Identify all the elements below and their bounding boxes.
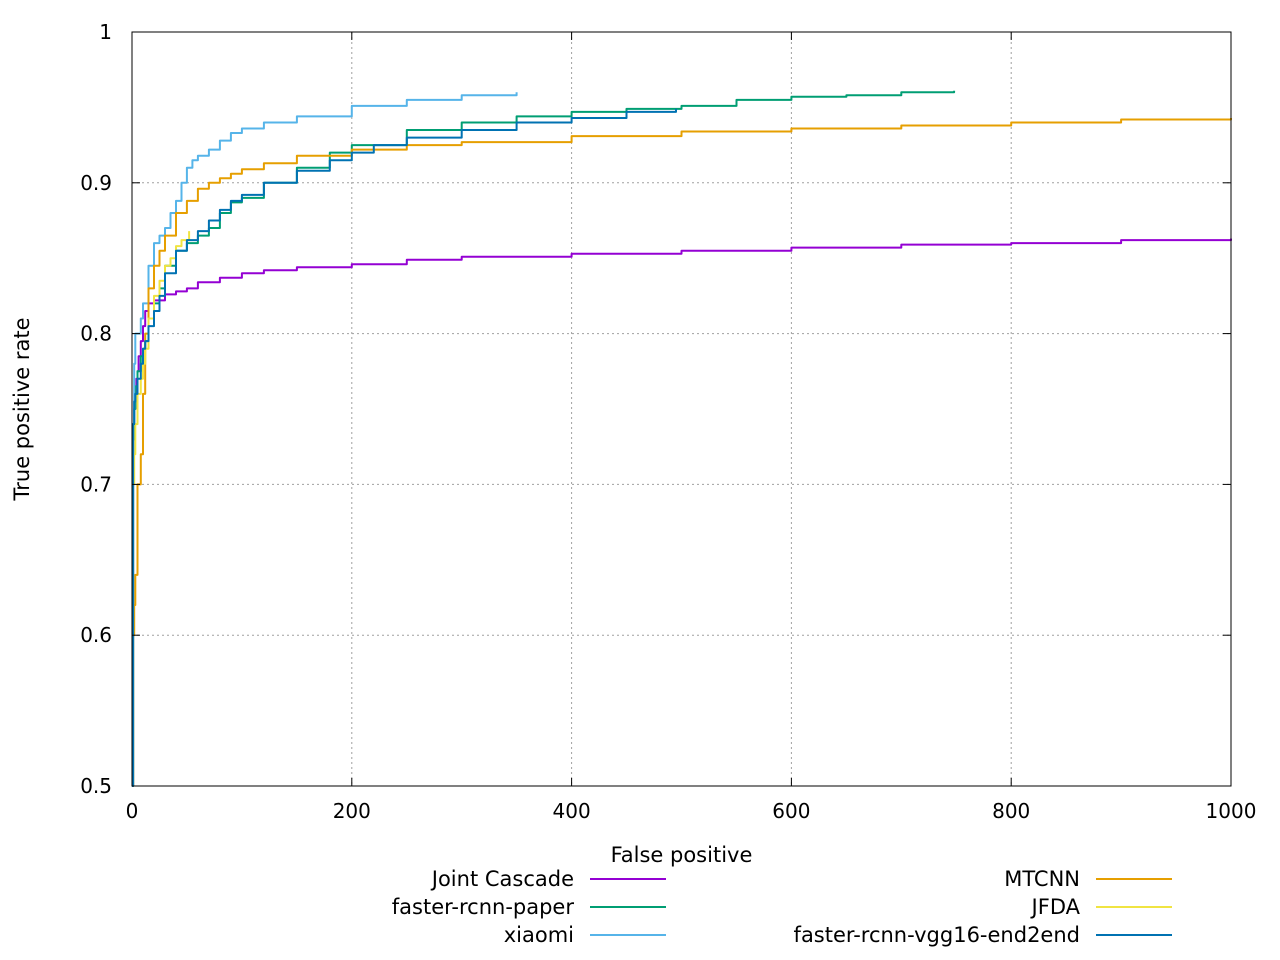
series-line-faster-rcnn-vgg16-end2end (132, 108, 677, 787)
legend: Joint Cascade faster-rcnn-paper xiaomi MTCN… (392, 867, 1172, 947)
x-tick-label: 400 (553, 799, 591, 823)
grid (132, 32, 1231, 786)
y-tick-label: 0.9 (80, 171, 112, 195)
axis-ticks: 0 200 400 600 800 1000 0.5 0.6 0.7 0.8 0.9 1 (80, 20, 1256, 823)
legend-label-xiaomi: xiaomi (504, 923, 574, 947)
legend-label-jfda: JFDA (1030, 895, 1081, 919)
y-tick-label: 0.7 (80, 472, 112, 496)
x-tick-label: 600 (772, 799, 810, 823)
x-tick-label: 1000 (1206, 799, 1257, 823)
y-tick-label: 0.8 (80, 322, 112, 346)
y-tick-label: 1 (99, 20, 112, 44)
legend-label-mtcnn: MTCNN (1004, 867, 1080, 891)
x-tick-label: 800 (992, 799, 1030, 823)
legend-label-joint-cascade: Joint Cascade (430, 867, 574, 891)
x-axis-label: False positive (611, 843, 753, 867)
legend-label-faster-rcnn-paper: faster-rcnn-paper (392, 895, 575, 919)
series-line-mtcnn (132, 118, 1232, 787)
series-lines (132, 90, 1232, 787)
series-line-jfda (132, 231, 191, 787)
legend-label-faster-rcnn-vgg16-end2end: faster-rcnn-vgg16-end2end (794, 923, 1080, 947)
series-line-xiaomi (132, 92, 518, 787)
x-tick-label: 200 (333, 799, 371, 823)
y-tick-label: 0.5 (80, 774, 112, 798)
x-tick-label: 0 (126, 799, 139, 823)
y-tick-label: 0.6 (80, 623, 112, 647)
y-axis-label: True positive rate (10, 318, 34, 502)
plot-area-border (131, 31, 1232, 787)
series-line-joint-cascade (132, 238, 1232, 787)
